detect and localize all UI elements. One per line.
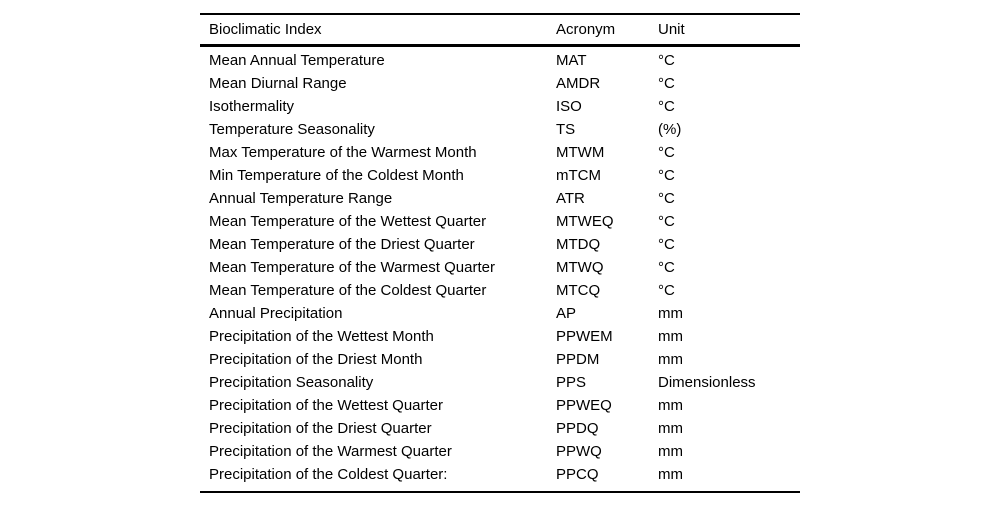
table-row: Mean Temperature of the Driest Quarter M… — [200, 233, 800, 256]
table-row: Precipitation of the Coldest Quarter: PP… — [200, 463, 800, 486]
table-header: Bioclimatic Index Acronym Unit — [200, 15, 800, 45]
table-row: Precipitation of the Wettest Month PPWEM… — [200, 325, 800, 348]
unit-cell: °C — [658, 189, 675, 207]
unit-cell: °C — [658, 212, 675, 230]
table: Bioclimatic Index Acronym Unit Mean Annu… — [200, 15, 800, 486]
acronym-cell: MTCQ — [556, 281, 601, 299]
column-header-unit: Unit — [658, 20, 685, 38]
acronym-cell: PPCQ — [556, 465, 599, 483]
table-row: Annual Precipitation AP mm — [200, 302, 800, 325]
unit-cell: °C — [658, 258, 675, 276]
acronym-cell: PPWQ — [556, 442, 602, 460]
acronym-cell: MTWM — [556, 143, 605, 161]
index-cell: Precipitation of the Wettest Quarter — [209, 396, 444, 414]
acronym-cell: MTDQ — [556, 235, 601, 253]
unit-cell: °C — [658, 97, 675, 115]
table-row: Max Temperature of the Warmest Month MTW… — [200, 141, 800, 164]
table-row: Isothermality ISO °C — [200, 95, 800, 118]
table-row: Mean Temperature of the Warmest Quarter … — [200, 256, 800, 279]
unit-cell: mm — [658, 396, 683, 414]
unit-cell: Dimensionless — [658, 373, 756, 391]
unit-cell: (%) — [658, 120, 682, 138]
acronym-cell: mTCM — [556, 166, 601, 184]
index-cell: Temperature Seasonality — [209, 120, 375, 138]
index-cell: Mean Annual Temperature — [209, 51, 385, 69]
column-header-acronym: Acronym — [556, 20, 616, 38]
index-cell: Precipitation of the Warmest Quarter — [209, 442, 452, 460]
acronym-cell: AMDR — [556, 74, 601, 92]
unit-cell: mm — [658, 442, 683, 460]
header-row: Bioclimatic Index Acronym Unit — [200, 15, 800, 45]
unit-cell: mm — [658, 419, 683, 437]
index-cell: Annual Temperature Range — [209, 189, 393, 207]
unit-cell: °C — [658, 51, 675, 69]
index-cell: Mean Temperature of the Warmest Quarter — [209, 258, 495, 276]
table-row: Mean Annual Temperature MAT °C — [200, 45, 800, 72]
index-cell: Precipitation of the Driest Quarter — [209, 419, 432, 437]
table-body: Mean Annual Temperature MAT °C Mean Diur… — [200, 45, 800, 486]
bioclimatic-index-table: Bioclimatic Index Acronym Unit Mean Annu… — [200, 13, 800, 493]
table-row: Mean Temperature of the Wettest Quarter … — [200, 210, 800, 233]
acronym-cell: AP — [556, 304, 577, 322]
table-row: Temperature Seasonality TS (%) — [200, 118, 800, 141]
table-row: Annual Temperature Range ATR °C — [200, 187, 800, 210]
index-cell: Precipitation Seasonality — [209, 373, 374, 391]
acronym-cell: MTWQ — [556, 258, 604, 276]
acronym-cell: MAT — [556, 51, 587, 69]
acronym-cell: ATR — [556, 189, 585, 207]
unit-cell: mm — [658, 327, 683, 345]
index-cell: Mean Temperature of the Coldest Quarter — [209, 281, 487, 299]
acronym-cell: PPDQ — [556, 419, 599, 437]
table-row: Mean Temperature of the Coldest Quarter … — [200, 279, 800, 302]
unit-cell: °C — [658, 281, 675, 299]
index-cell: Precipitation of the Wettest Month — [209, 327, 434, 345]
index-cell: Mean Temperature of the Driest Quarter — [209, 235, 475, 253]
index-cell: Precipitation of the Driest Month — [209, 350, 423, 368]
index-cell: Min Temperature of the Coldest Month — [209, 166, 464, 184]
acronym-cell: PPWEQ — [556, 396, 612, 414]
unit-cell: °C — [658, 235, 675, 253]
table-row: Min Temperature of the Coldest Month mTC… — [200, 164, 800, 187]
index-cell: Mean Diurnal Range — [209, 74, 347, 92]
unit-cell: mm — [658, 304, 683, 322]
unit-cell: mm — [658, 350, 683, 368]
unit-cell: mm — [658, 465, 683, 483]
unit-cell: °C — [658, 143, 675, 161]
table-row: Precipitation of the Wettest Quarter PPW… — [200, 394, 800, 417]
acronym-cell: TS — [556, 120, 576, 138]
table-row: Precipitation Seasonality PPS Dimensionl… — [200, 371, 800, 394]
index-cell: Max Temperature of the Warmest Month — [209, 143, 477, 161]
index-cell: Precipitation of the Coldest Quarter: — [209, 465, 448, 483]
acronym-cell: PPS — [556, 373, 587, 391]
index-cell: Mean Temperature of the Wettest Quarter — [209, 212, 487, 230]
acronym-cell: MTWEQ — [556, 212, 614, 230]
unit-cell: °C — [658, 166, 675, 184]
unit-cell: °C — [658, 74, 675, 92]
index-cell: Isothermality — [209, 97, 295, 115]
column-header-bioclimatic-index: Bioclimatic Index — [209, 20, 322, 38]
acronym-cell: PPDM — [556, 350, 600, 368]
table-row: Precipitation of the Warmest Quarter PPW… — [200, 440, 800, 463]
table-row: Precipitation of the Driest Month PPDM m… — [200, 348, 800, 371]
table-row: Mean Diurnal Range AMDR °C — [200, 72, 800, 95]
table-row: Precipitation of the Driest Quarter PPDQ… — [200, 417, 800, 440]
acronym-cell: PPWEM — [556, 327, 613, 345]
acronym-cell: ISO — [556, 97, 582, 115]
index-cell: Annual Precipitation — [209, 304, 343, 322]
